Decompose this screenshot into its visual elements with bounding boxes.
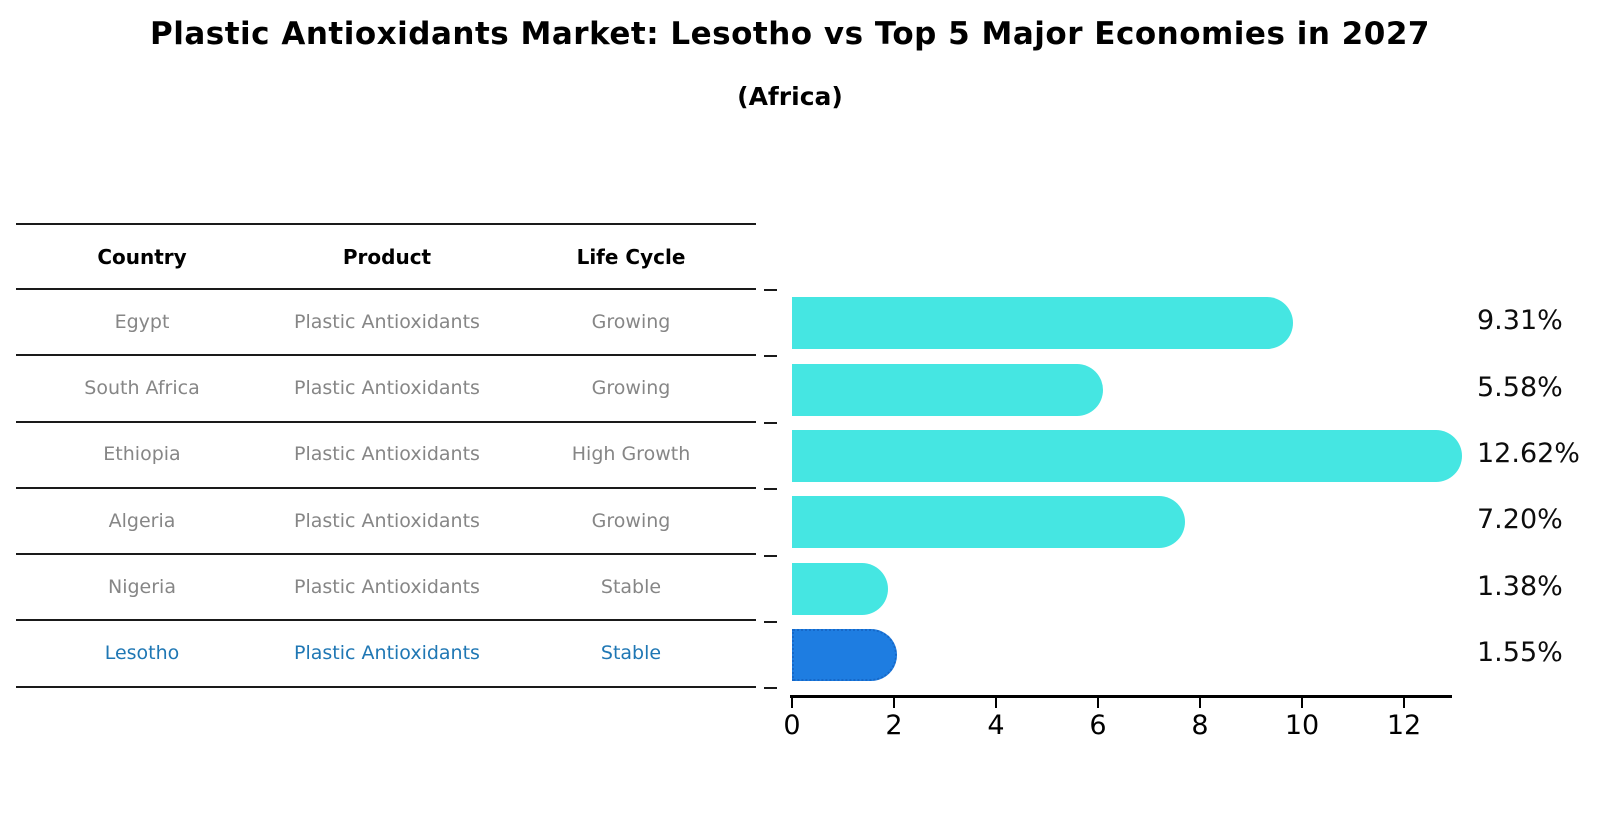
bar-egypt xyxy=(792,297,1293,350)
cell-text: Plastic Antioxidants xyxy=(294,509,480,532)
table-header-country: Country xyxy=(97,244,187,269)
bar-lesotho xyxy=(792,629,898,682)
x-axis-tick xyxy=(1301,698,1303,708)
cell-text: Plastic Antioxidants xyxy=(294,575,480,598)
y-axis-tick xyxy=(764,289,777,291)
cell-text: Stable xyxy=(600,575,662,598)
x-axis-tick xyxy=(1199,698,1201,708)
cell-text: Plastic Antioxidants xyxy=(294,443,480,466)
x-tick-label: 0 xyxy=(783,710,801,741)
cell-text: Stable xyxy=(600,642,662,665)
product-cell: Plastic Antioxidants xyxy=(268,509,506,532)
life-cycle-cell: Growing xyxy=(506,310,756,333)
x-axis-tick xyxy=(791,698,793,708)
bar-ethiopia xyxy=(792,430,1462,482)
product-cell: Plastic Antioxidants xyxy=(268,310,506,333)
cell-text: Plastic Antioxidants xyxy=(294,310,480,333)
table-row: Nigeria Plastic Antioxidants Stable xyxy=(16,555,756,622)
life-cycle-cell: High Growth xyxy=(506,444,756,465)
cell-text: Plastic Antioxidants xyxy=(294,377,480,399)
chart-subtitle: (Africa) xyxy=(737,82,843,111)
cell-text: Lesotho xyxy=(104,642,180,665)
cell-text: Egypt xyxy=(114,310,170,333)
life-cycle-cell: Growing xyxy=(506,378,756,399)
cell-text: Nigeria xyxy=(108,575,176,598)
x-tick-label: 6 xyxy=(1089,710,1107,741)
cell-text: Algeria xyxy=(108,509,176,532)
country-cell: Egypt xyxy=(16,310,268,333)
product-cell: Plastic Antioxidants xyxy=(268,643,506,664)
product-cell: Plastic Antioxidants xyxy=(268,575,506,598)
y-axis-tick xyxy=(764,488,777,491)
country-cell: Lesotho xyxy=(16,643,268,664)
y-axis-tick xyxy=(764,621,777,623)
x-axis-line xyxy=(790,695,1452,698)
x-axis-tick xyxy=(1403,698,1405,708)
y-axis-tick xyxy=(764,355,777,358)
x-tick-label: 2 xyxy=(885,710,903,741)
value-label: 12.62% xyxy=(1477,438,1580,469)
bar-nigeria xyxy=(792,562,889,615)
cell-text: Plastic Antioxidants xyxy=(294,642,480,665)
table-header-product: Product xyxy=(342,244,432,269)
value-label: 1.55% xyxy=(1477,637,1563,669)
life-cycle-cell: Growing xyxy=(506,509,756,532)
cell-text: Growing xyxy=(591,509,671,532)
table-row: South Africa Plastic Antioxidants Growing xyxy=(16,356,756,423)
cell-text: South Africa xyxy=(84,377,200,399)
life-cycle-cell: Stable xyxy=(506,643,756,664)
x-tick-label: 10 xyxy=(1284,710,1320,741)
x-axis-tick xyxy=(893,698,895,708)
country-cell: Ethiopia xyxy=(16,444,268,465)
x-tick-label: 4 xyxy=(987,710,1005,741)
table-header-life-cycle: Life Cycle xyxy=(576,244,686,269)
life-cycle-cell: Stable xyxy=(506,575,756,598)
y-axis-tick xyxy=(764,421,777,424)
y-axis-tick xyxy=(764,687,777,690)
x-axis-tick xyxy=(1097,698,1099,708)
cell-text: Growing xyxy=(591,377,671,399)
country-cell: Nigeria xyxy=(16,575,268,598)
cell-text: Ethiopia xyxy=(103,443,181,466)
x-axis-tick xyxy=(995,698,997,708)
country-cell: Algeria xyxy=(16,509,268,532)
table-header-row: Country Product Life Cycle xyxy=(16,225,756,290)
table-row: Egypt Plastic Antioxidants Growing xyxy=(16,290,756,357)
value-label: 7.20% xyxy=(1477,504,1563,536)
bar-south-africa xyxy=(792,363,1103,416)
table-row: Ethiopia Plastic Antioxidants High Growth xyxy=(16,423,756,489)
country-table: Country Product Life Cycle Egypt Plastic Ant… xyxy=(16,223,756,688)
x-tick-label: 8 xyxy=(1191,710,1209,741)
cell-text: High Growth xyxy=(571,443,691,466)
x-tick-label: 12 xyxy=(1386,710,1422,741)
y-axis-tick xyxy=(764,554,777,557)
bar-algeria xyxy=(792,496,1186,549)
country-cell: South Africa xyxy=(16,378,268,399)
product-cell: Plastic Antioxidants xyxy=(268,378,506,399)
table-row: Algeria Plastic Antioxidants Growing xyxy=(16,489,756,556)
chart-title: Plastic Antioxidants Market: Lesotho vs … xyxy=(150,16,1430,52)
table-row: Lesotho Plastic Antioxidants Stable xyxy=(16,621,756,688)
value-label: 1.38% xyxy=(1477,570,1563,602)
product-cell: Plastic Antioxidants xyxy=(268,444,506,465)
value-label: 9.31% xyxy=(1477,305,1563,337)
cell-text: Growing xyxy=(591,310,671,333)
value-label: 5.58% xyxy=(1477,371,1563,403)
